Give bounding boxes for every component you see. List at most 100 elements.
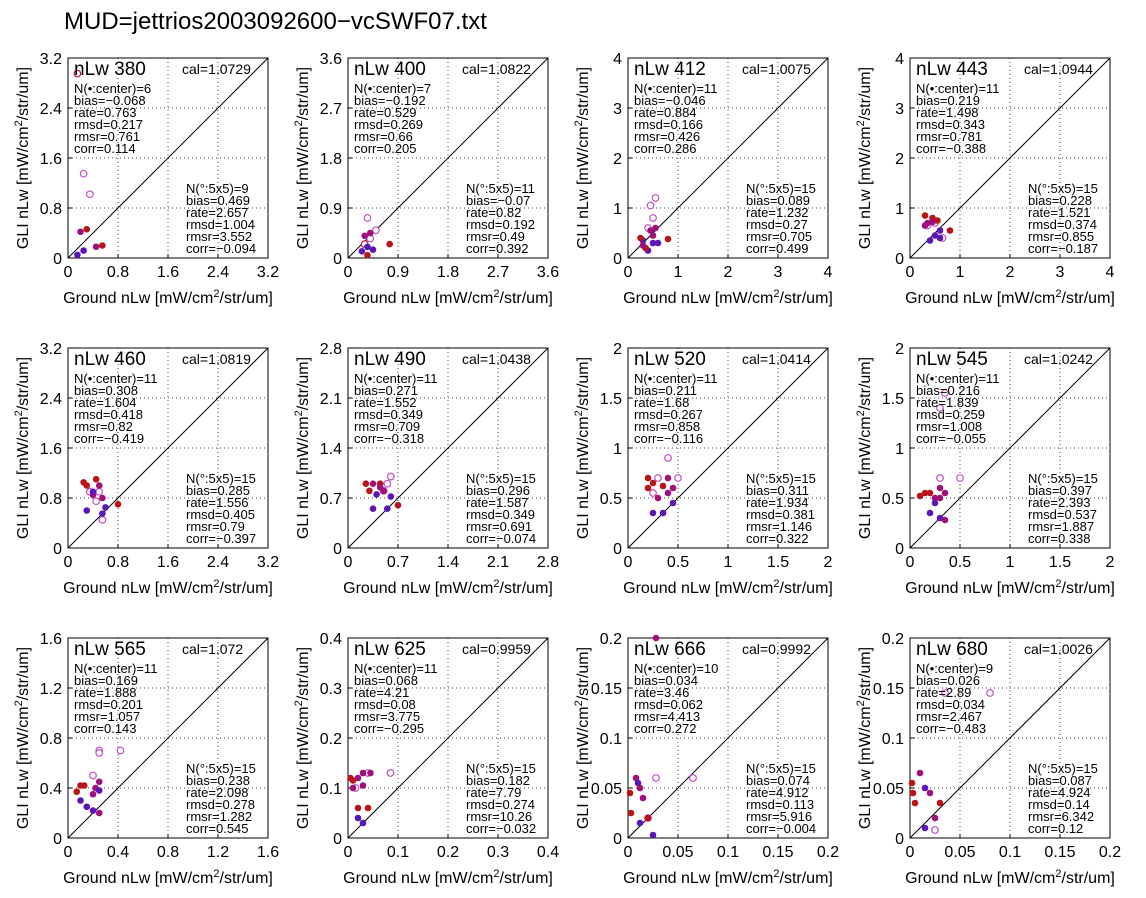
y-tick-label: 3.6 <box>320 51 342 68</box>
center-stat: rmsr=0.82 <box>74 419 133 434</box>
x-tick-label: 2.1 <box>487 554 509 571</box>
y-axis-label: GLI nLw [mW/cm2/str/um] <box>293 647 312 829</box>
filled-point <box>936 494 944 502</box>
filled-point <box>911 799 919 807</box>
open-point <box>941 389 949 397</box>
x-tick-label: 0.5 <box>949 554 971 571</box>
filled-point <box>921 824 929 832</box>
center-stat: rmsd=0.259 <box>916 407 985 422</box>
x-tick-label: 0 <box>344 554 353 571</box>
filled-point <box>654 239 662 247</box>
box-stat: rmsr=6.342 <box>1028 809 1094 824</box>
x-tick-label: 0.2 <box>437 844 459 861</box>
filled-point <box>634 779 642 787</box>
open-point <box>95 487 104 496</box>
box-stat: rmsr=5.916 <box>746 809 812 824</box>
box-stat: bias=0.074 <box>746 773 810 788</box>
open-point <box>98 515 107 524</box>
open-point <box>73 69 82 78</box>
one-to-one-line <box>67 57 269 259</box>
x-axis-label: Ground nLw [mW/cm2/str/um] <box>343 868 553 887</box>
filled-point <box>664 235 672 243</box>
subplot-nlw-666: 00 0.05 0.05 0.1 0.1 0.15 0.15 0.2 0.2 nLw 666 cal… <box>573 631 839 887</box>
box-stat: corr=−0.397 <box>186 531 256 546</box>
center-stat: rmsd=0.349 <box>354 407 423 422</box>
box-stat: N(°:5x5)=15 <box>1028 181 1098 196</box>
y-axis-label: GLI nLw [mW/cm2/str/um] <box>855 67 874 249</box>
y-tick-label: 1.5 <box>882 391 904 408</box>
x-tick-label: 1.6 <box>157 554 179 571</box>
filled-point <box>83 507 91 514</box>
filled-point <box>77 797 84 804</box>
box-stat: corr=−0.187 <box>1028 241 1098 256</box>
center-stat: corr=−0.318 <box>354 431 424 446</box>
y-axis-label: GLI nLw [mW/cm2/str/um] <box>13 647 32 829</box>
one-to-one-line <box>909 57 1111 259</box>
filled-point <box>376 483 384 491</box>
filled-point <box>349 784 357 792</box>
subplot-nlw-520: 00 0.5 0.5 1 1 1.5 1.5 2 2 nLw 520 cal=1.0414 N(•:c… <box>573 341 833 597</box>
center-stat: rmsr=0.781 <box>916 129 982 144</box>
subplot-nlw-625: 00 0.1 0.1 0.2 0.2 0.3 0.3 0.4 0.4 nLw 625 cal=0.9… <box>293 631 559 887</box>
x-tick-label: 0.5 <box>667 554 689 571</box>
center-stat: N(•:center)=7 <box>354 81 431 96</box>
box-stat: corr=0.322 <box>746 531 809 546</box>
center-stat: rate=3.46 <box>634 685 689 700</box>
box-stat: rmsr=0.49 <box>466 229 525 244</box>
x-axis-label: Ground nLw [mW/cm2/str/um] <box>63 868 273 887</box>
y-tick-label: 1.5 <box>600 391 622 408</box>
filled-point <box>114 500 122 508</box>
filled-point <box>664 489 672 497</box>
center-stat: rmsr=0.761 <box>74 129 140 144</box>
x-tick-label: 0 <box>906 844 915 861</box>
plot-title: nLw 625 <box>354 639 426 660</box>
x-axis-label: Ground nLw [mW/cm2/str/um] <box>623 288 833 307</box>
box-stat: N(°:5x5)=15 <box>1028 761 1098 776</box>
filled-point <box>921 222 929 229</box>
box-stat: N(°:5x5)=15 <box>746 181 816 196</box>
x-axis-label: Ground nLw [mW/cm2/str/um] <box>343 578 553 597</box>
filled-point <box>73 788 81 796</box>
y-tick-label: 1 <box>613 201 622 218</box>
x-axis-label: Ground nLw [mW/cm2/str/um] <box>343 288 553 307</box>
x-tick-label: 0.2 <box>817 844 839 861</box>
y-tick-label: 3.2 <box>40 51 62 68</box>
filled-point <box>89 807 97 814</box>
y-tick-label: 0.05 <box>591 781 622 798</box>
x-tick-label: 1.2 <box>207 844 229 861</box>
center-stat: bias=0.068 <box>354 673 418 688</box>
box-stat: N(°:5x5)=15 <box>746 471 816 486</box>
box-stat: rmsd=0.349 <box>466 507 535 522</box>
center-stat: bias=0.026 <box>916 673 980 688</box>
x-tick-label: 3 <box>774 264 783 281</box>
x-tick-label: 2 <box>1106 554 1115 571</box>
x-tick-label: 2.7 <box>487 264 509 281</box>
x-tick-label: 1 <box>674 264 683 281</box>
filled-point <box>936 234 944 242</box>
box-stat: corr=0.12 <box>1028 821 1083 836</box>
filled-point <box>632 774 640 782</box>
center-stat: rmsr=1.008 <box>916 419 982 434</box>
box-stat: N(°:5x5)=15 <box>746 761 816 776</box>
y-tick-label: 0 <box>613 541 622 558</box>
center-stat: rmsr=0.426 <box>634 129 700 144</box>
y-tick-label: 4 <box>613 51 622 68</box>
filled-point <box>921 784 929 792</box>
box-stat: rmsr=1.146 <box>746 519 812 534</box>
x-tick-label: 2 <box>724 264 733 281</box>
x-tick-label: 0 <box>344 264 353 281</box>
box-stat: bias=−0.07 <box>466 193 530 208</box>
center-stat: rmsr=2.467 <box>916 709 982 724</box>
open-point <box>986 689 994 697</box>
one-to-one-line <box>67 637 269 839</box>
filled-point <box>936 799 944 807</box>
plot-title: nLw 545 <box>916 349 988 370</box>
filled-point <box>354 774 362 782</box>
box-stat: rmsr=0.705 <box>746 229 812 244</box>
box-stat: rmsd=0.278 <box>186 797 255 812</box>
x-tick-label: 2 <box>824 554 833 571</box>
box-stat: corr=0.545 <box>186 821 249 836</box>
filled-point <box>664 474 672 482</box>
center-stat: rate=4.21 <box>354 685 409 700</box>
box-stat: rmsd=0.14 <box>1028 797 1090 812</box>
